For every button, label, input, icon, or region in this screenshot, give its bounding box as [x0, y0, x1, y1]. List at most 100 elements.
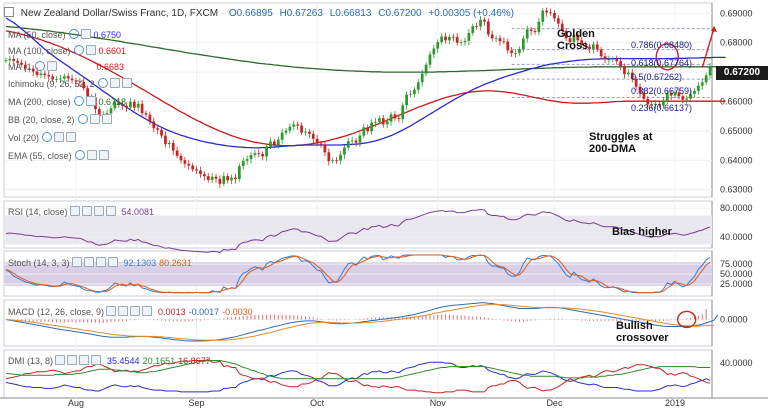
rsi-band [4, 215, 712, 245]
dmi-title: DMI (13, 8) [8, 356, 54, 366]
eye-icon[interactable] [73, 45, 84, 55]
candle-body [420, 73, 424, 83]
eye-icon[interactable] [42, 132, 53, 142]
indicator-value: 0.6601 [98, 46, 127, 56]
settings-icon[interactable] [55, 355, 66, 365]
candle-body [650, 104, 654, 106]
rsi-legend[interactable]: RSI (14, close) 54.0081 [8, 206, 154, 217]
candle-body [362, 127, 366, 136]
indicator-label: MA (100, close) [8, 46, 71, 56]
settings-icon[interactable] [118, 306, 129, 316]
indicator-value: 0.6718 [98, 97, 127, 107]
macd-legend[interactable]: MACD (12, 26, close, 9) 0.0013 -0.0017 -0.0… [8, 306, 253, 317]
settings-icon[interactable] [79, 355, 90, 365]
candle-body [556, 18, 560, 24]
candle-body [164, 135, 167, 145]
eye-icon[interactable] [34, 61, 45, 71]
candle-body [669, 93, 673, 96]
candle-body [564, 30, 568, 39]
indicator-label: EMA (55, close) [8, 151, 72, 161]
candle-body [506, 41, 510, 51]
collapse-icon[interactable] [4, 7, 14, 17]
candle-body [171, 142, 175, 151]
eye-icon[interactable] [68, 29, 79, 39]
candle-body [78, 81, 82, 83]
macd-value: 0.0013 [158, 307, 186, 317]
settings-icon[interactable] [80, 29, 91, 39]
settings-icon[interactable] [95, 257, 106, 267]
indicator-ema55[interactable]: EMA (55, close) [8, 150, 109, 161]
y-tick-label: 40.0000 [720, 232, 753, 242]
candle-body [479, 19, 482, 27]
candle-body [518, 49, 521, 53]
settings-icon[interactable] [85, 45, 96, 55]
candle-body [43, 73, 47, 76]
candle-body [483, 19, 486, 22]
indicator-ma100[interactable]: MA (100, close) 0.6601 [8, 45, 126, 56]
candle-body [12, 58, 16, 61]
candle-body [584, 45, 587, 47]
candle-body [413, 89, 416, 95]
eye-icon[interactable] [74, 150, 85, 160]
candle-body [249, 154, 253, 160]
dmi-adx-value: 20.1651 [142, 356, 176, 366]
x-tick-label: Dec [546, 398, 563, 408]
settings-icon[interactable] [54, 132, 65, 142]
settings-icon[interactable] [91, 355, 102, 365]
candle-body [39, 73, 43, 76]
indicator-label: Vol (20) [8, 133, 40, 143]
settings-icon[interactable] [66, 132, 77, 142]
candle-body [253, 153, 257, 155]
indicator-vol[interactable]: Vol (20) [8, 132, 77, 143]
candle-body [549, 12, 552, 14]
settings-icon[interactable] [46, 61, 57, 71]
candle-body [261, 154, 265, 157]
candle-body [541, 10, 545, 22]
settings-icon[interactable] [85, 96, 96, 106]
candle-body [156, 128, 160, 130]
candle-body [125, 105, 128, 108]
eye-icon[interactable] [77, 114, 88, 124]
settings-icon[interactable] [86, 150, 97, 160]
y-tick-label: 50.0000 [720, 269, 753, 279]
candle-body [86, 88, 89, 98]
settings-icon[interactable] [106, 306, 117, 316]
candle-body [662, 100, 665, 106]
settings-icon[interactable] [71, 257, 82, 267]
settings-icon[interactable] [130, 306, 141, 316]
settings-icon[interactable] [81, 206, 92, 216]
dmi-legend[interactable]: DMI (13, 8) 35.4544 20.1651 16.8677 [8, 355, 211, 366]
settings-icon[interactable] [109, 78, 120, 88]
macd-line [5, 302, 719, 342]
eye-icon[interactable] [73, 96, 84, 106]
eye-icon[interactable] [97, 78, 108, 88]
indicator-ichimoku[interactable]: Ichimoku (9, 26, 52, 2 [8, 78, 132, 89]
indicator-ma-short[interactable]: MA (1 0.6683 [8, 61, 124, 72]
settings-icon[interactable] [105, 206, 116, 216]
settings-icon[interactable] [93, 206, 104, 216]
indicator-bb[interactable]: BB (20, close, 2) [8, 114, 112, 125]
bullish-crossover-circle [677, 310, 697, 329]
candle-body [471, 26, 475, 33]
stoch-legend[interactable]: Stoch (14, 3, 3) 92.1303 80.2631 [8, 257, 192, 268]
settings-icon[interactable] [89, 114, 100, 124]
y-tick-label: 0.63000 [720, 185, 753, 195]
candle-body [175, 150, 179, 156]
macd-title: MACD (12, 26, close, 9) [8, 307, 105, 317]
candle-body [603, 56, 607, 60]
settings-icon[interactable] [67, 355, 78, 365]
x-tick-label: Sep [189, 398, 205, 408]
settings-icon[interactable] [83, 257, 94, 267]
indicator-ma50[interactable]: MA (50, close) 0.6750 [8, 29, 121, 40]
candle-body [144, 113, 148, 115]
settings-icon[interactable] [121, 78, 132, 88]
settings-icon[interactable] [142, 306, 153, 316]
settings-icon[interactable] [107, 257, 118, 267]
settings-icon[interactable] [69, 206, 80, 216]
indicator-ma200[interactable]: MA (200, close) 0.6718 [8, 96, 126, 107]
settings-icon[interactable] [101, 114, 112, 124]
candle-body [619, 61, 622, 67]
candle-body [109, 108, 113, 114]
settings-icon[interactable] [98, 150, 109, 160]
candle-body [370, 122, 373, 132]
